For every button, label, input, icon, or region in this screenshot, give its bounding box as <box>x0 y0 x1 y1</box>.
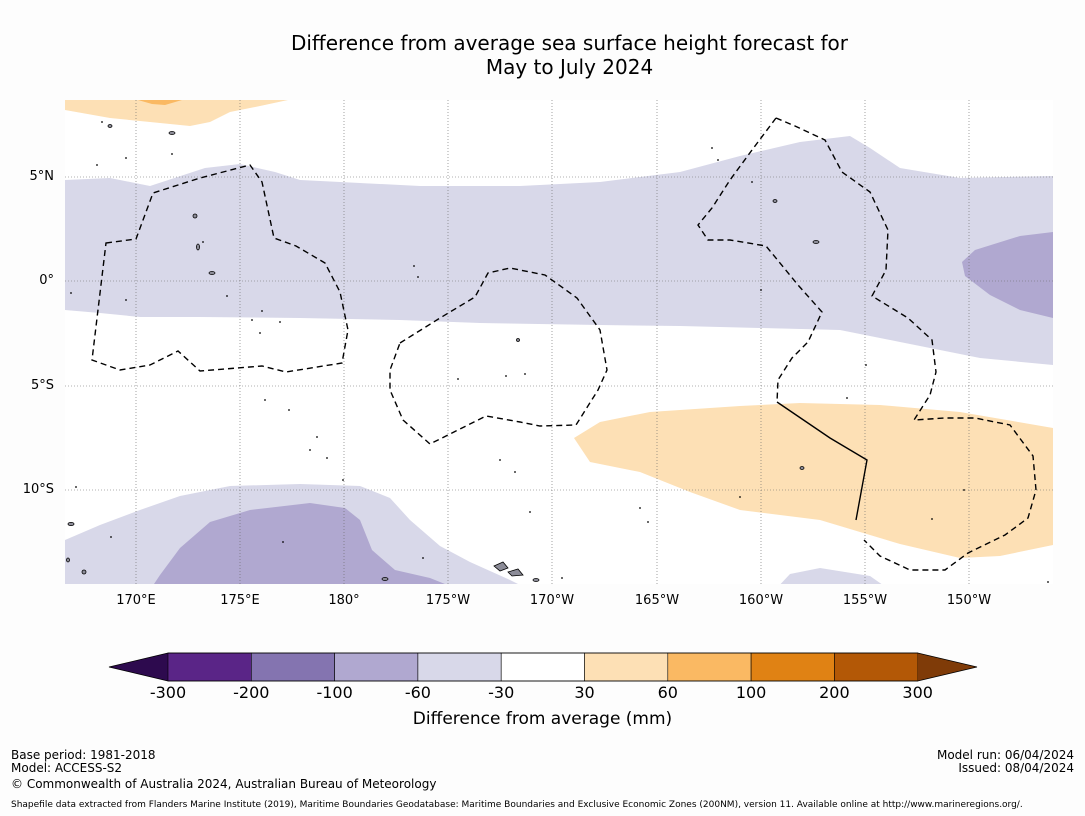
island-dot <box>66 557 70 563</box>
island-dot <box>67 522 75 527</box>
lon-tick-160w: 160°W <box>738 593 784 608</box>
colorbar-tick-label: 200 <box>819 683 850 702</box>
colorbar-cell <box>667 652 752 682</box>
colorbar <box>108 652 978 682</box>
footer-copyright: © Commonwealth of Australia 2024, Austra… <box>11 777 437 791</box>
islets <box>70 121 1049 583</box>
title-line-2: May to July 2024 <box>485 55 654 79</box>
footer-shapefile-note: Shapefile data extracted from Flanders M… <box>11 800 1023 810</box>
island-dot <box>799 466 805 470</box>
lat-tick-5s: 5°S <box>30 378 54 393</box>
anomaly-patch-light-purple-southeast <box>780 568 882 584</box>
colorbar-extend-low <box>109 653 168 681</box>
lat-tick-10s: 10°S <box>22 482 54 497</box>
island-dot <box>168 131 176 135</box>
colorbar-outline <box>108 652 978 682</box>
island-dot <box>516 338 520 342</box>
lon-tick-150w: 150°W <box>946 593 992 608</box>
chart-title: Difference from average sea surface heig… <box>0 31 1085 79</box>
eez-boundaries <box>91 117 1037 571</box>
footer-model-run: Model run: 06/04/2024 <box>936 748 1074 762</box>
eez-kiribati-phoenix <box>389 267 608 445</box>
lon-tick-175e: 175°E <box>220 593 260 608</box>
footer-issued: Issued: 08/04/2024 <box>958 761 1074 775</box>
eez-solid-boundary <box>776 401 868 521</box>
colorbar-cell <box>334 652 419 682</box>
colorbar-cell <box>417 652 502 682</box>
anomaly-tongue-light-orange <box>574 403 1053 558</box>
island-dot <box>196 243 200 251</box>
colorbar-tick-label: -60 <box>404 683 431 702</box>
lon-tick-175w: 175°W <box>425 593 471 608</box>
title-line-1: Difference from average sea surface heig… <box>290 31 849 55</box>
island-dot <box>772 199 778 203</box>
eez-kiribati-line-west <box>697 117 823 403</box>
colorbar-tick-label: -200 <box>233 683 270 702</box>
footer-base-period: Base period: 1981-2018 <box>11 748 156 762</box>
colorbar-title: Difference from average (mm) <box>412 709 673 729</box>
lon-tick-170e: 170°E <box>116 593 156 608</box>
eez-kiribati-line <box>775 117 1037 571</box>
lat-tick-0: 0° <box>39 273 54 288</box>
anomaly-band-light-purple <box>65 136 1053 365</box>
island-dot <box>208 271 216 275</box>
lon-tick-155w: 155°W <box>842 593 888 608</box>
island-samoa-savaii <box>507 568 524 577</box>
colorbar-cell <box>834 652 919 682</box>
island-dot <box>107 124 113 128</box>
colorbar-cell <box>167 652 252 682</box>
colorbar-cell <box>500 652 585 682</box>
island-dot <box>192 213 198 219</box>
island-dot <box>812 240 820 244</box>
anomaly-patch-mid-purple-east <box>962 232 1053 318</box>
colorbar-tick-label: 300 <box>902 683 933 702</box>
island-dot <box>81 569 87 575</box>
colorbar-tick-label: -100 <box>316 683 353 702</box>
colorbar-cell <box>251 652 335 682</box>
colorbar-tick-label: 30 <box>574 683 595 702</box>
lon-tick-180: 180° <box>328 593 360 608</box>
island-dot <box>381 577 389 581</box>
colorbar-tick-label: 60 <box>657 683 678 702</box>
anomaly-patch-mid-orange-north <box>138 100 182 105</box>
lat-tick-5n: 5°N <box>29 169 55 184</box>
colorbar-extend-high <box>917 653 977 681</box>
lon-tick-170w: 170°W <box>529 593 575 608</box>
footer-model: Model: ACCESS-S2 <box>11 761 123 775</box>
lon-tick-165w: 165°W <box>634 593 680 608</box>
anomaly-patch-light-orange-north <box>65 100 288 126</box>
island-samoa-upolu <box>493 561 509 572</box>
islands <box>66 124 820 582</box>
colorbar-tick-label: 100 <box>735 683 767 702</box>
map-plot-area <box>65 100 1053 584</box>
colorbar-cell <box>750 652 835 682</box>
anomaly-patch-mid-purple-south <box>154 503 445 584</box>
colorbar-cell <box>584 652 669 682</box>
colorbar-tick-label: -300 <box>149 683 187 702</box>
island-dot <box>532 578 540 582</box>
colorbar-tick-label: -30 <box>488 683 515 702</box>
